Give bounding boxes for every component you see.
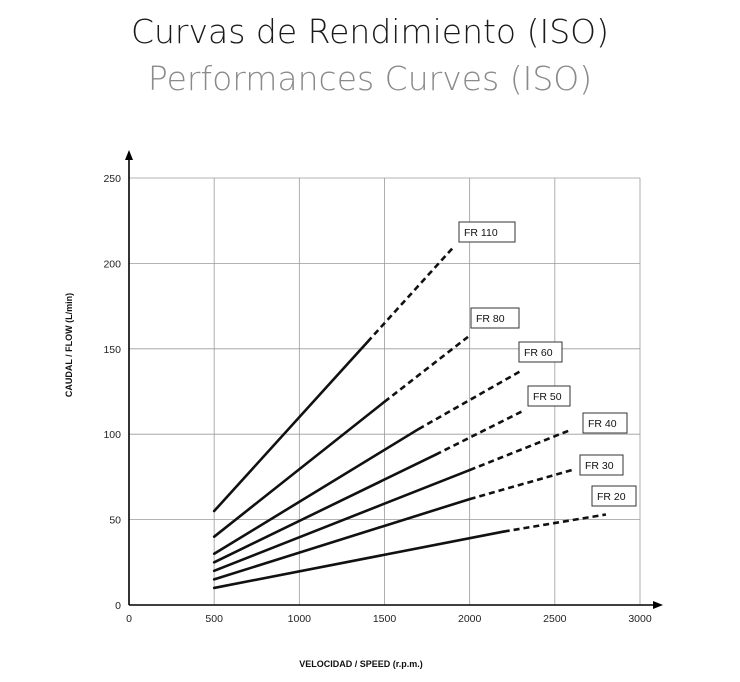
series-line-dashed: [503, 513, 607, 533]
y-tick-label: 0: [115, 600, 121, 612]
series-line-dashed: [383, 335, 469, 403]
y-tick-label: 50: [109, 515, 121, 527]
series-label-box: [458, 221, 516, 243]
x-tick-label: 2500: [543, 613, 567, 625]
y-tick-label: 100: [103, 429, 121, 441]
series-line-solid: [212, 453, 437, 564]
x-tick-label: 1000: [288, 613, 312, 625]
series-label-box: [518, 341, 563, 363]
series-label-box: [470, 307, 520, 329]
x-tick-label: 500: [205, 613, 223, 625]
x-tick-label: 0: [126, 613, 132, 625]
series-line-solid: [212, 400, 386, 538]
series-label: FR 110: [464, 227, 498, 239]
series-line-solid: [212, 530, 506, 590]
x-axis-label: VELOCIDAD / SPEED (r.p.m.): [299, 659, 423, 669]
chart-title: Curvas de Rendimiento (ISO): [130, 12, 610, 51]
series-line-dashed: [469, 429, 569, 472]
y-tick-label: 200: [103, 258, 121, 270]
series-label-box: [591, 485, 637, 507]
series-line-dashed: [435, 409, 525, 456]
series-line-solid: [212, 340, 369, 513]
y-axis-label: CAUDAL / FLOW (L/min): [64, 293, 74, 397]
series-label-box: [527, 385, 571, 407]
x-axis-arrow: [653, 601, 663, 609]
chart-subtitle: Performances Curves (ISO): [147, 59, 593, 98]
series-label: FR 40: [588, 418, 617, 430]
series-label: FR 60: [524, 347, 553, 359]
series-label: FR 20: [597, 491, 626, 503]
x-tick-label: 2000: [458, 613, 482, 625]
y-tick-label: 250: [103, 173, 121, 185]
series-line-solid: [212, 497, 471, 581]
series-label: FR 80: [476, 313, 505, 325]
series-label-box: [582, 412, 628, 434]
x-tick-label: 1500: [373, 613, 397, 625]
y-axis-arrow: [125, 150, 133, 160]
series-line-solid: [212, 427, 420, 556]
y-tick-label: 150: [103, 344, 121, 356]
series-label: FR 50: [533, 391, 562, 403]
series-line-dashed: [469, 468, 573, 501]
series-line-solid: [212, 468, 471, 573]
series-label-box: [579, 454, 624, 476]
series-label: FR 30: [585, 460, 614, 472]
series-line-dashed: [366, 247, 454, 343]
x-tick-label: 3000: [628, 613, 652, 625]
